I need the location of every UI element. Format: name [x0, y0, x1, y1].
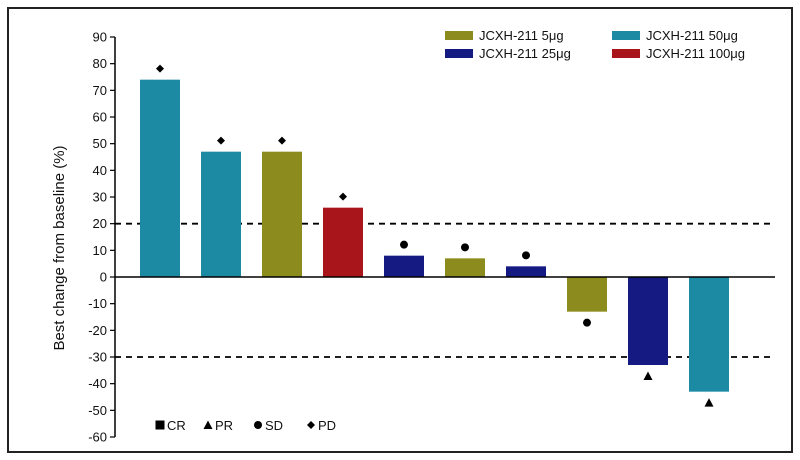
- y-tick-label: 50: [93, 136, 107, 151]
- y-tick-label: 30: [93, 190, 107, 205]
- y-tick-label: -30: [88, 350, 107, 365]
- y-tick-label: 20: [93, 216, 107, 231]
- bar: [384, 255, 424, 277]
- y-tick-label: -40: [88, 376, 107, 391]
- y-tick-label: 40: [93, 163, 107, 178]
- y-tick-label: -60: [88, 430, 107, 445]
- bar: [567, 277, 607, 312]
- y-tick-label: -20: [88, 323, 107, 338]
- response-legend: CR PR SD PD: [155, 418, 336, 433]
- legend-swatch: [612, 49, 640, 58]
- response-legend-label: PD: [318, 418, 336, 433]
- response-legend-marker: [307, 421, 315, 429]
- bar: [445, 258, 485, 277]
- bar: [262, 151, 302, 277]
- bar: [506, 266, 546, 277]
- bar: [323, 207, 363, 277]
- response-marker: [704, 398, 714, 407]
- y-tick-label: 90: [93, 30, 107, 45]
- y-tick-label: 80: [93, 56, 107, 71]
- y-tick-label: 10: [93, 243, 107, 258]
- response-legend-marker: [155, 420, 165, 430]
- y-tick-label: 0: [100, 270, 107, 285]
- response-marker: [217, 136, 225, 145]
- response-marker: [339, 192, 347, 201]
- axes: 90 80 70 60 50 40 30 20 10 0 -10 -20 -30 -40 -50 -60: [88, 30, 775, 445]
- y-tick-label: -50: [88, 403, 107, 418]
- bar: [201, 151, 241, 277]
- legend-swatch: [445, 49, 473, 58]
- response-marker: [278, 136, 286, 145]
- response-marker: [522, 251, 530, 260]
- legend-swatch: [445, 31, 473, 40]
- legend-label: JCXH-211 25μg: [479, 46, 571, 61]
- response-marker: [156, 64, 164, 73]
- response-legend-label: PR: [215, 418, 233, 433]
- y-tick-label: -10: [88, 296, 107, 311]
- bar: [628, 277, 668, 365]
- bar: [689, 277, 729, 392]
- y-tick-label: 70: [93, 83, 107, 98]
- legend-swatch: [612, 31, 640, 40]
- dose-legend: JCXH-211 5μg JCXH-211 50μg JCXH-211 25μg JC…: [445, 28, 745, 61]
- response-marker: [583, 318, 591, 327]
- response-marker: [461, 243, 469, 252]
- response-marker: [643, 371, 653, 380]
- legend-label: JCXH-211 50μg: [646, 28, 738, 43]
- bar: [140, 79, 180, 278]
- response-legend-marker: [254, 421, 262, 429]
- chart-frame: [7, 7, 793, 453]
- response-markers: [156, 64, 714, 407]
- response-legend-label: SD: [265, 418, 283, 433]
- bars: [140, 79, 729, 392]
- legend-label: JCXH-211 100μg: [646, 46, 745, 61]
- legend-label: JCXH-211 5μg: [479, 28, 564, 43]
- y-tick-label: 60: [93, 110, 107, 125]
- response-marker: [400, 240, 408, 249]
- y-axis-label: Best change from baseline (%): [51, 145, 68, 350]
- response-legend-label: CR: [167, 418, 186, 433]
- response-legend-marker: [203, 420, 213, 429]
